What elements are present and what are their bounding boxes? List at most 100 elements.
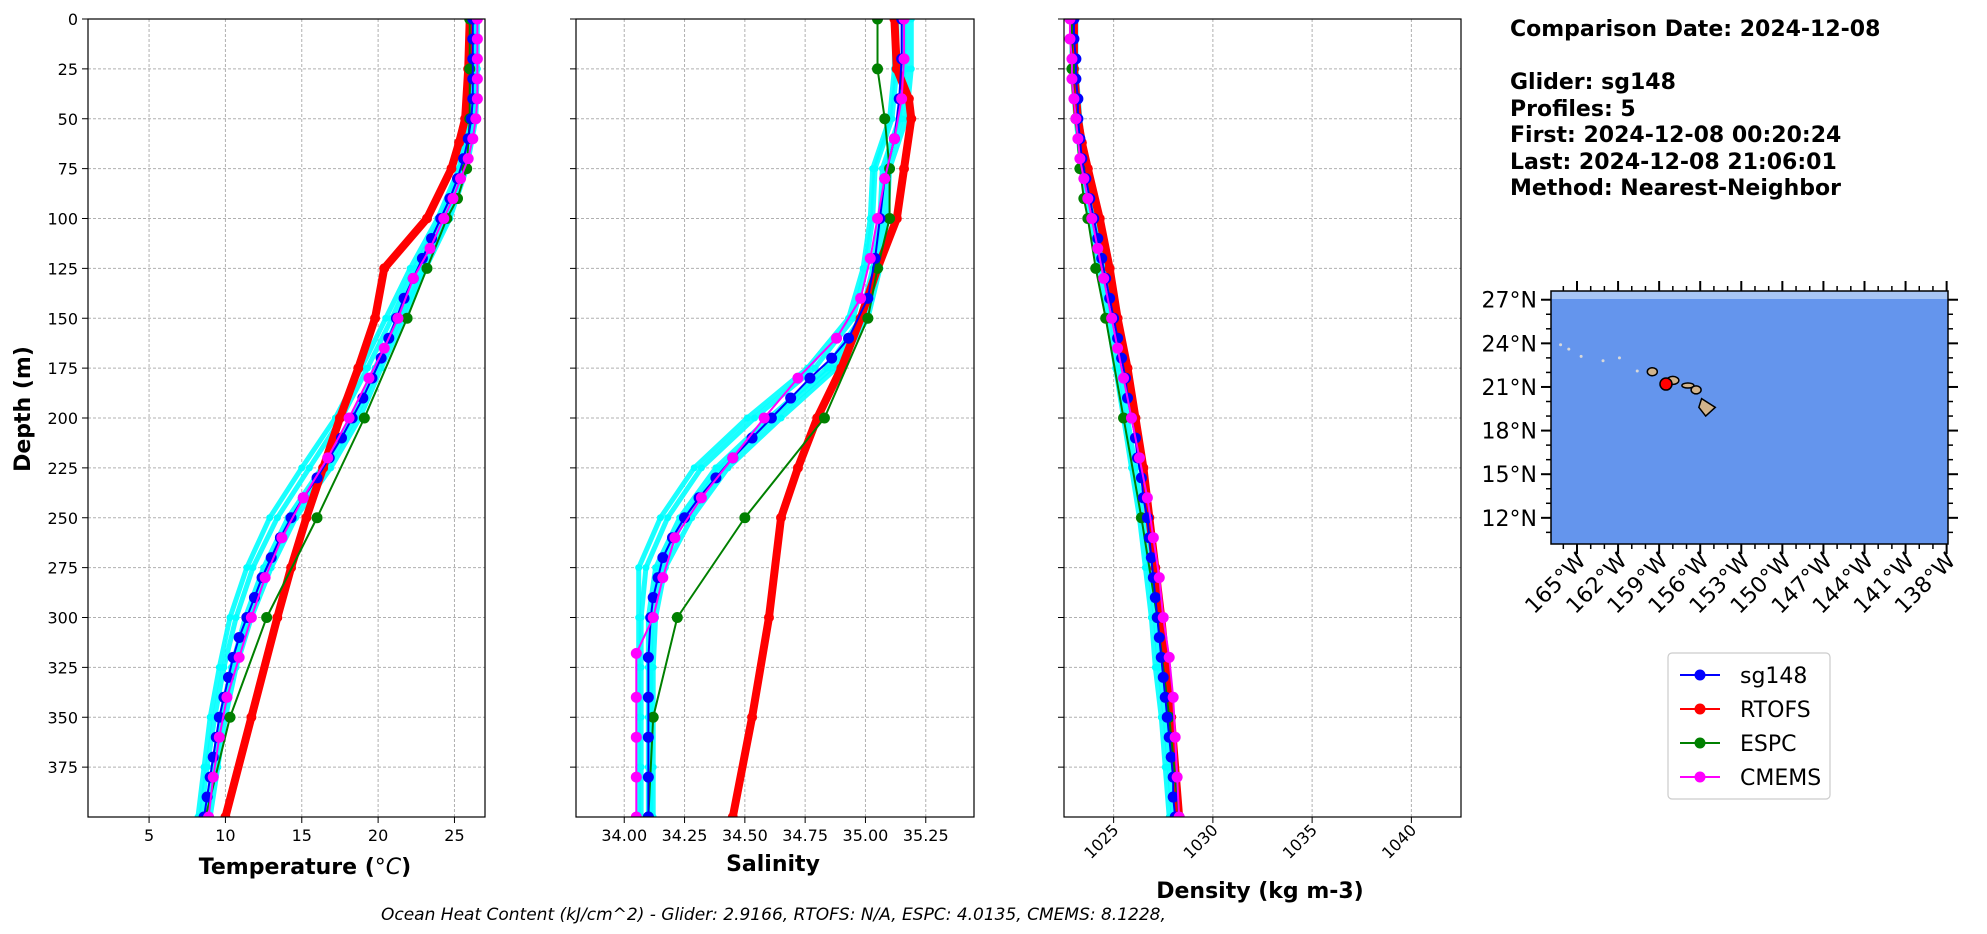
series-point-espc xyxy=(862,312,874,324)
glider-profile-point xyxy=(635,614,643,621)
islet xyxy=(1567,347,1571,351)
series-point-sg148 xyxy=(1135,472,1147,484)
series-point-cmems xyxy=(1147,532,1159,544)
series-point-cmems xyxy=(1098,272,1110,284)
series-point-cmems xyxy=(424,242,436,254)
series-point-cmems xyxy=(343,412,355,424)
series-point-espc xyxy=(884,213,896,224)
series-point-cmems xyxy=(1064,33,1076,45)
temperature-panel: 5 10 15 20 250255075100125150175200225250275… xyxy=(47,10,486,845)
series-point-rtofs xyxy=(379,263,390,274)
series-point-sg148 xyxy=(1149,592,1161,604)
series-point-cmems xyxy=(792,372,804,384)
series-point-espc xyxy=(224,711,236,723)
series-point-cmems xyxy=(630,691,642,703)
series-point-cmems xyxy=(872,213,884,224)
glider-profile-point xyxy=(232,614,240,621)
series-line-espc xyxy=(647,19,891,817)
series-point-rtofs xyxy=(1104,263,1115,274)
series-point-espc xyxy=(1118,412,1130,424)
y-tick-label: 25 xyxy=(58,60,78,79)
series-point-cmems xyxy=(1133,452,1145,464)
x-tick-label: 1035 xyxy=(1279,820,1321,862)
lat-label: 24°N xyxy=(1482,332,1537,357)
series-point-rtofs xyxy=(334,413,345,423)
glider-profile-point xyxy=(907,65,915,73)
legend-label: ESPC xyxy=(1740,732,1797,757)
glider-profile-point xyxy=(363,364,371,372)
legend-marker xyxy=(1694,771,1706,783)
glider-profile-point xyxy=(305,464,313,472)
glider-name: Glider: sg148 xyxy=(1510,70,1676,95)
series-point-espc xyxy=(872,63,884,75)
x-tick-label: 10 xyxy=(215,826,235,845)
series-point-sg148 xyxy=(1092,232,1104,244)
series-point-cmems xyxy=(1171,771,1183,783)
series-point-rtofs xyxy=(836,363,847,374)
series-line-rtofs xyxy=(221,19,474,817)
series-point-rtofs xyxy=(421,213,432,224)
series-point-cmems xyxy=(898,19,910,25)
series-point-cmems xyxy=(657,572,669,584)
series-point-sg148 xyxy=(826,352,838,364)
y-tick-label: 150 xyxy=(47,309,78,328)
y-tick-label: 375 xyxy=(47,758,78,777)
series-point-cmems xyxy=(378,342,390,354)
series-point-sg148 xyxy=(642,811,654,817)
series-point-sg148 xyxy=(642,691,654,703)
series-point-cmems xyxy=(1070,113,1082,125)
series-point-cmems xyxy=(647,612,659,623)
series-point-cmems xyxy=(471,73,483,85)
island-kauai xyxy=(1646,366,1659,377)
glider-profile-point xyxy=(206,713,214,721)
grid xyxy=(88,18,485,817)
series-point-espc xyxy=(311,512,323,524)
series-point-sg148 xyxy=(642,771,654,783)
glider-profile-point xyxy=(382,314,390,322)
x-tick-label: 1030 xyxy=(1179,820,1221,862)
series-point-sg148 xyxy=(657,552,669,564)
series-point-cmems xyxy=(207,771,219,783)
series-point-cmems xyxy=(898,53,910,65)
x-tick-label: 34.00 xyxy=(601,826,647,845)
x-tick-label: 34.25 xyxy=(662,826,708,845)
series-point-espc xyxy=(872,19,884,25)
series-point-rtofs xyxy=(301,512,312,523)
island-maui xyxy=(1690,385,1702,395)
x-tick-label: 35.00 xyxy=(843,826,889,845)
glider-profile-point xyxy=(249,564,257,572)
series-point-rtofs xyxy=(246,712,257,723)
series-point-espc xyxy=(739,512,751,524)
glider-profile-point xyxy=(690,464,698,472)
islet xyxy=(1559,343,1563,347)
legend-item-cmems: CMEMS xyxy=(1680,766,1821,791)
ocean xyxy=(1551,291,1948,544)
y-tick-label: 325 xyxy=(47,658,78,677)
series-point-rtofs xyxy=(776,512,787,523)
legend-marker xyxy=(1694,669,1706,681)
y-tick-label: 350 xyxy=(47,708,78,727)
location-map: 27°N24°N21°N18°N15°N12°N165°W162°W159°W1… xyxy=(1482,281,1961,619)
series-point-cmems xyxy=(1078,173,1090,185)
glider-profile-point xyxy=(642,564,650,572)
plot-area xyxy=(1064,19,1185,817)
glider-profile-point xyxy=(635,564,643,572)
legend-label: CMEMS xyxy=(1740,766,1821,791)
density-panel: 1025 1030 1035 1040 xyxy=(1058,18,1462,863)
series-point-cmems xyxy=(1153,572,1165,584)
y-tick-label: 250 xyxy=(47,509,78,528)
series-point-rtofs xyxy=(747,712,758,723)
series-point-sg148 xyxy=(843,332,855,344)
series-point-cmems xyxy=(1125,412,1137,424)
series-line-sg148 xyxy=(647,19,903,817)
glider-profile-point xyxy=(1151,663,1159,671)
map-frame xyxy=(1550,290,1949,545)
series-point-cmems xyxy=(831,332,843,344)
series-point-cmems xyxy=(1112,342,1124,354)
interpolation-method: Method: Nearest-Neighbor xyxy=(1510,176,1841,201)
series-point-espc xyxy=(421,262,433,274)
glider-profile-point xyxy=(200,763,208,771)
glider-profile-point xyxy=(811,364,819,372)
series-point-cmems xyxy=(259,572,271,584)
legend-item-sg148: sg148 xyxy=(1680,664,1807,689)
